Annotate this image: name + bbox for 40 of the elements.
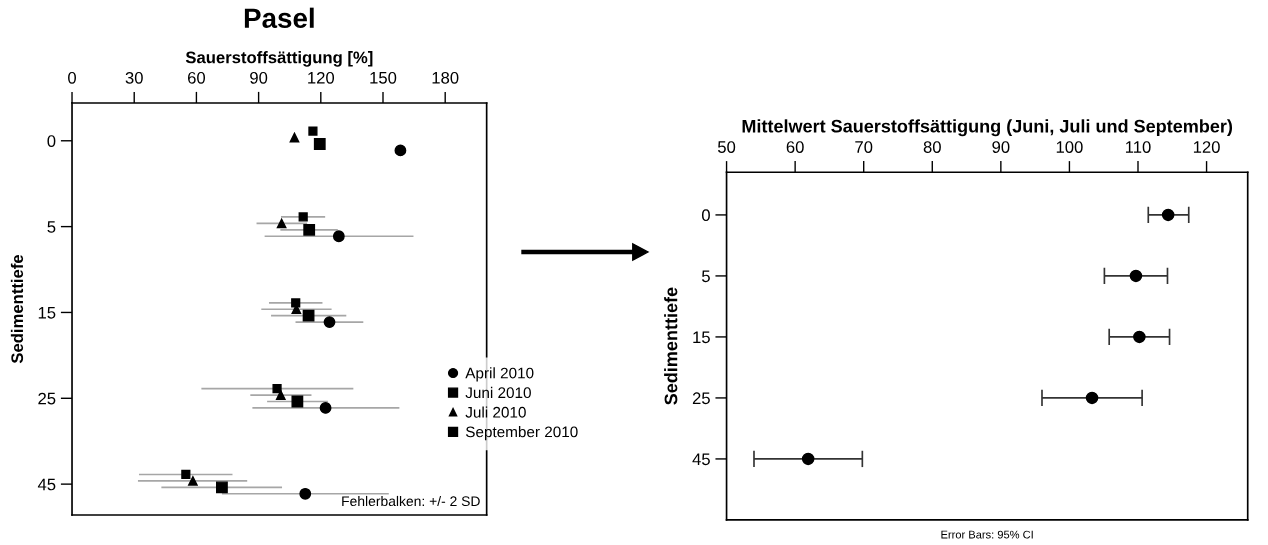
chart-title: Pasel	[244, 7, 314, 29]
x-tick-label: 90	[250, 71, 268, 84]
x-tick-label: 90	[992, 141, 1010, 153]
y-tick-label: 15	[693, 331, 710, 344]
y-tick-label: 25	[38, 392, 56, 405]
text: Error Bars: 95% CI	[941, 530, 1033, 539]
x-tick-label: 30	[125, 71, 143, 84]
y-tick-label: 5	[47, 221, 56, 233]
x-tick-label: 120	[308, 71, 335, 84]
legend-label: Juli 2010	[465, 406, 526, 418]
legend-label: April 2010	[465, 367, 534, 382]
x-tick-label: 120	[1193, 141, 1220, 153]
x-tick-label: 0	[68, 71, 77, 84]
y-axis-title: Sedimenttiefe	[10, 254, 24, 364]
point	[1085, 391, 1099, 405]
y-tick-label: 25	[692, 392, 710, 405]
y-tick-label: 45	[692, 453, 710, 466]
point	[1161, 208, 1175, 222]
x-axis-title: Sauerstoffsättigung [%]	[185, 51, 373, 67]
y-tick-label: 45	[37, 478, 56, 491]
x-tick-label: 180	[432, 71, 459, 84]
legend-label: September 2010	[465, 426, 578, 441]
x-tick-label: 50	[717, 141, 736, 153]
x-tick-label: 60	[187, 71, 206, 84]
x-tick-label: 110	[1125, 141, 1151, 153]
y-tick-label: 15	[38, 307, 56, 319]
x-tick-label: 100	[1056, 141, 1083, 153]
x-tick-label: 80	[923, 141, 941, 153]
y-axis-title: Sedimenttiefe	[664, 287, 678, 405]
point	[801, 452, 815, 466]
x-tick-label: 60	[786, 141, 804, 153]
point	[1129, 269, 1143, 283]
legend-label: Juni 2010	[465, 386, 531, 399]
x-tick-label: 70	[855, 141, 873, 153]
x-tick-label: 150	[370, 71, 397, 84]
x-axis-title: Mittelwert Sauerstoffsättigung (Juni, Juli und September)	[742, 119, 1233, 137]
annotation: Fehlerbalken: +/- 2 SD	[342, 495, 480, 507]
y-tick-label: 5	[701, 270, 710, 283]
y-tick-label: 0	[701, 209, 710, 222]
point	[1133, 330, 1146, 344]
